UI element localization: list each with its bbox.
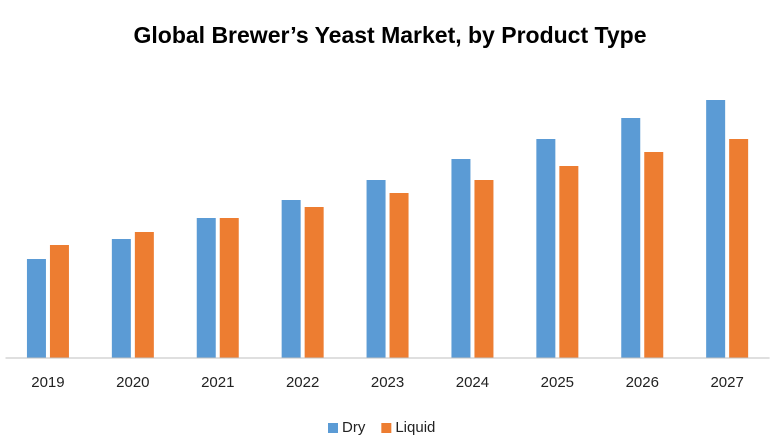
legend-label: Liquid [395, 419, 435, 436]
bar [451, 159, 471, 358]
legend-swatch [328, 423, 338, 433]
bar [621, 118, 641, 358]
x-tick-label: 2021 [201, 374, 234, 391]
x-tick-label: 2022 [286, 374, 319, 391]
bar [729, 139, 749, 358]
x-tick-label: 2019 [31, 374, 64, 391]
bar [49, 245, 69, 358]
bar [366, 180, 386, 358]
x-tick-label: 2024 [456, 374, 489, 391]
bar [196, 218, 216, 358]
x-tick-label: 2023 [371, 374, 404, 391]
x-tick-label: 2026 [626, 374, 659, 391]
x-tick-label: 2027 [710, 374, 743, 391]
bar [559, 166, 579, 358]
bar [389, 193, 409, 358]
bar [281, 200, 301, 358]
legend-swatch [381, 423, 392, 433]
bar [474, 180, 494, 358]
bar [304, 207, 324, 358]
bar [219, 218, 239, 358]
bar [26, 259, 46, 358]
bar [706, 100, 726, 358]
chart-title: Global Brewer’s Yeast Market, by Product… [134, 22, 647, 48]
legend-label: Dry [342, 419, 366, 436]
x-tick-label: 2025 [541, 374, 574, 391]
bar [644, 152, 664, 358]
bar [111, 239, 131, 358]
bar [134, 232, 154, 358]
x-tick-label: 2020 [116, 374, 149, 391]
bar [536, 139, 556, 358]
